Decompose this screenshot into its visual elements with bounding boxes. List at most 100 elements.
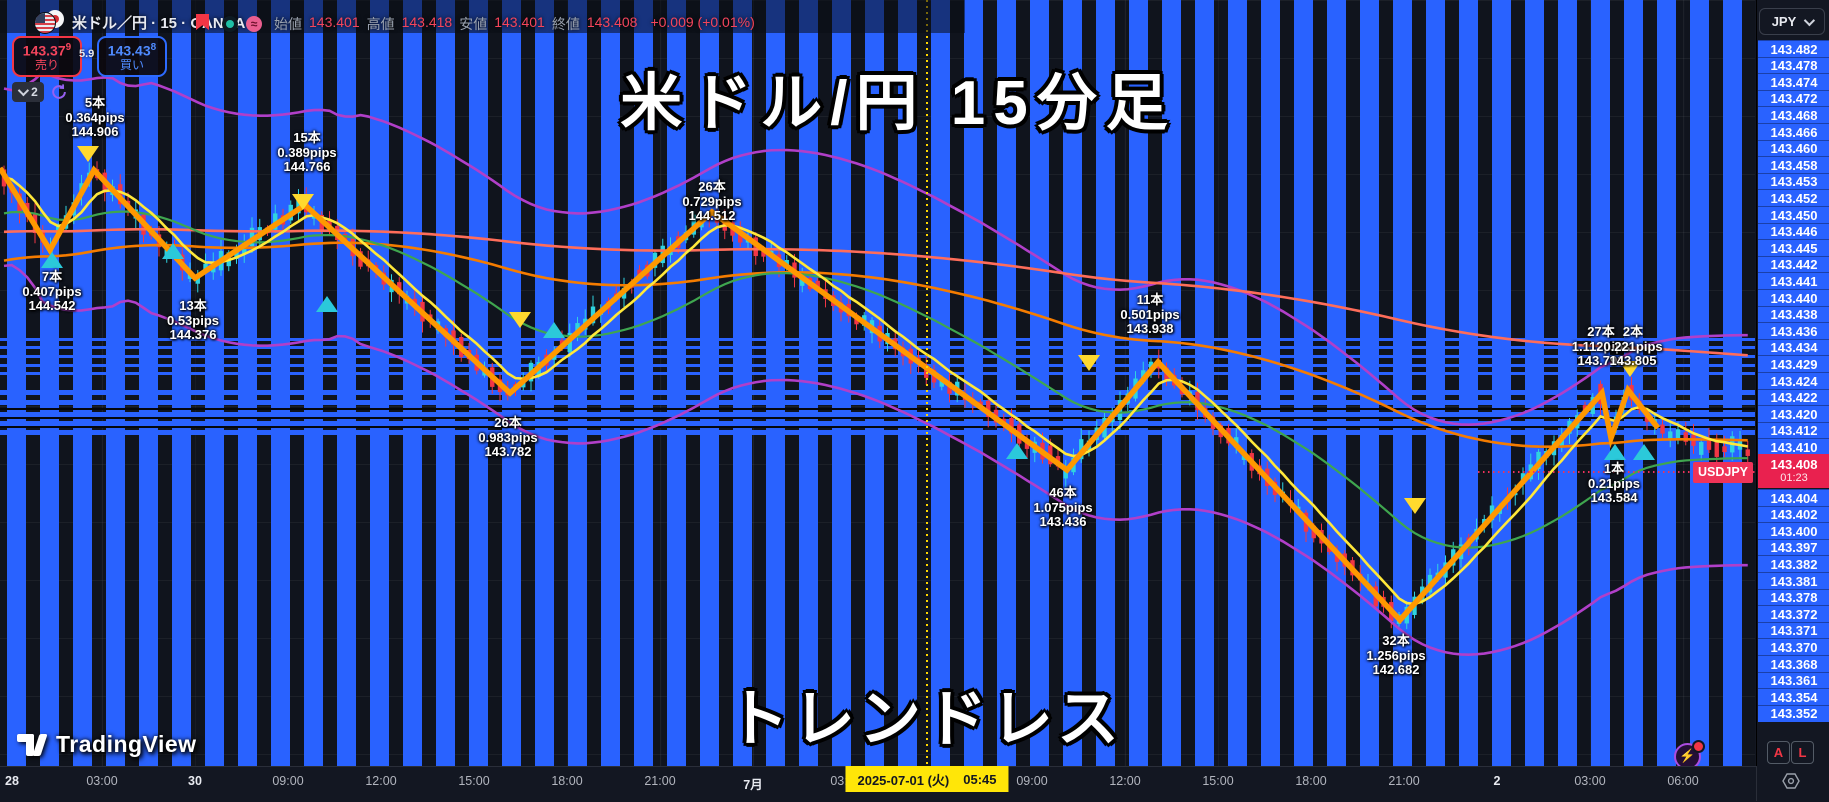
ma-fast-line — [3, 175, 1749, 606]
time-axis-label: 18:00 — [1295, 774, 1327, 788]
price-scale-label: 143.402 — [1758, 505, 1829, 523]
object-tree-icon[interactable] — [1781, 771, 1801, 791]
log-scale-button[interactable]: L — [1791, 741, 1814, 764]
price-scale-label: 143.440 — [1758, 289, 1829, 306]
auto-scale-button[interactable]: A — [1767, 741, 1790, 764]
buy-signal-icon — [1604, 444, 1626, 460]
notification-dot — [1692, 740, 1705, 753]
price-scale-label: 143.352 — [1758, 704, 1829, 722]
time-axis-label: 12:00 — [365, 774, 397, 788]
price-scale-label: 143.460 — [1758, 139, 1829, 157]
bollinger-lower-line — [3, 263, 1748, 657]
time-axis-label: 21:00 — [1388, 774, 1420, 788]
price-scale-label: 143.458 — [1758, 156, 1829, 174]
time-axis-label: 21:00 — [644, 774, 676, 788]
buy-signal-icon — [41, 252, 63, 268]
ohlc-label: 安値 — [459, 16, 488, 32]
header-backing — [0, 0, 965, 33]
alert-hlines — [0, 338, 1755, 435]
sell-signal-icon — [1404, 498, 1426, 514]
price-scale-label: 143.466 — [1758, 123, 1829, 140]
notification-wave-icon[interactable]: ≈ — [246, 16, 262, 32]
price-scale[interactable]: 143.408 01:23 143.482 143.478 143.474 143.4… — [1756, 0, 1829, 766]
signal-markers — [41, 146, 1655, 514]
time-axis-label: 09:00 — [1016, 774, 1048, 788]
price-scale-label: 143.404 — [1758, 489, 1829, 506]
price-scale-label: 143.436 — [1758, 322, 1829, 340]
price-scale-label: 143.410 — [1758, 438, 1829, 456]
ma-mid-line — [3, 210, 1748, 549]
price-scale-label: 143.424 — [1758, 372, 1829, 389]
price-scale-label: 143.438 — [1758, 305, 1829, 323]
watermark-subtitle: トレンドレス — [726, 685, 1124, 754]
sell-label: 売り — [34, 58, 59, 73]
session-stripes — [0, 0, 1755, 766]
price-scale-label: 143.474 — [1758, 73, 1829, 91]
ohlc-value: 143.401 — [494, 14, 545, 30]
chevron-down-icon — [17, 84, 30, 97]
chart-area[interactable]: 5本 0.364pips 144.906 7本 0.407pips 144.542 13本 0… — [0, 0, 1755, 766]
time-axis-label: 2 — [1493, 774, 1501, 788]
flag-bookmark-icon[interactable] — [196, 14, 209, 30]
price-scale-label: 143.378 — [1758, 588, 1829, 606]
sell-signal-icon — [77, 146, 99, 162]
sell-signal-icon — [1078, 355, 1100, 371]
time-axis-label: 28 — [5, 774, 19, 788]
price-scale-label: 143.368 — [1758, 655, 1829, 672]
buy-signal-icon — [543, 322, 565, 338]
time-axis-label: 15:00 — [458, 774, 490, 788]
price-scale-label: 143.442 — [1758, 255, 1829, 273]
buy-signal-icon — [316, 296, 338, 312]
price-scale-label: 143.441 — [1758, 272, 1829, 290]
zigzag-line — [0, 165, 1661, 625]
chevron-down-icon — [1804, 14, 1816, 26]
usd-flag-icon — [34, 12, 56, 34]
price-scale-label: 143.397 — [1758, 538, 1829, 556]
ma-slow-line — [3, 241, 1748, 449]
price-scale-label: 143.354 — [1758, 688, 1829, 706]
buy-button[interactable]: 143.438 買い — [97, 36, 167, 77]
buy-label: 買い — [119, 58, 144, 73]
tradingview-glyph-icon — [17, 732, 48, 758]
price-scale-label: 143.472 — [1758, 89, 1829, 107]
ma-long-line — [3, 227, 1748, 357]
price-scale-label: 143.372 — [1758, 605, 1829, 623]
time-axis-label: 12:00 — [1109, 774, 1141, 788]
currency-dropdown[interactable]: JPY — [1759, 8, 1825, 35]
spread-value: 5.9 — [79, 48, 95, 60]
tradingview-logo[interactable]: TradingView — [17, 731, 197, 758]
time-axis-label: 18:00 — [551, 774, 583, 788]
price-scale-label: 143.434 — [1758, 338, 1829, 356]
price-scale-label: 143.445 — [1758, 239, 1829, 257]
price-scale-label: 143.370 — [1758, 638, 1829, 656]
price-scale-label: 143.371 — [1758, 621, 1829, 639]
price-scale-label: 143.361 — [1758, 671, 1829, 689]
sell-signal-icon — [1619, 361, 1641, 377]
price-scale-label: 143.478 — [1758, 56, 1829, 74]
current-price-label: 143.408 01:23 — [1758, 454, 1829, 488]
price-scale-label: 143.446 — [1758, 222, 1829, 240]
market-status-icon[interactable] — [222, 16, 238, 32]
watermark-title: 米ドル/円 15分足 — [620, 69, 1176, 138]
buy-signal-icon — [1006, 443, 1028, 459]
bollinger-upper-line — [3, 70, 1748, 427]
countdown-timer: 01:23 — [1780, 472, 1808, 484]
time-axis-label: 09:00 — [272, 774, 304, 788]
usdjpy-price-tag: USDJPY — [1693, 461, 1753, 483]
time-axis-label: 03:00 — [86, 774, 118, 788]
buy-signal-icon — [1633, 444, 1655, 460]
bar-replay-badge[interactable]: 2 — [12, 82, 44, 102]
sell-signal-icon — [292, 194, 314, 210]
ohlc-label: 終値 — [551, 16, 580, 32]
sell-button[interactable]: 143.379 売り — [12, 36, 82, 77]
time-axis[interactable]: 2025-07-01 (火) 05:45 28 03:00 30 09:00 12:00 1… — [0, 766, 1829, 802]
price-scale-label: 143.453 — [1758, 172, 1829, 190]
symbol-title[interactable]: 米ドル／円 · 15 · OANDA — [72, 15, 246, 32]
crosshair-time-label: 2025-07-01 (火) 05:45 — [845, 766, 1009, 792]
ohlc-value: 143.408 — [586, 14, 638, 30]
ohlc-value: 143.418 — [401, 14, 453, 30]
refresh-icon[interactable] — [50, 83, 68, 101]
price-scale-label: 143.468 — [1758, 106, 1829, 124]
price-scale-label: 143.382 — [1758, 555, 1829, 573]
